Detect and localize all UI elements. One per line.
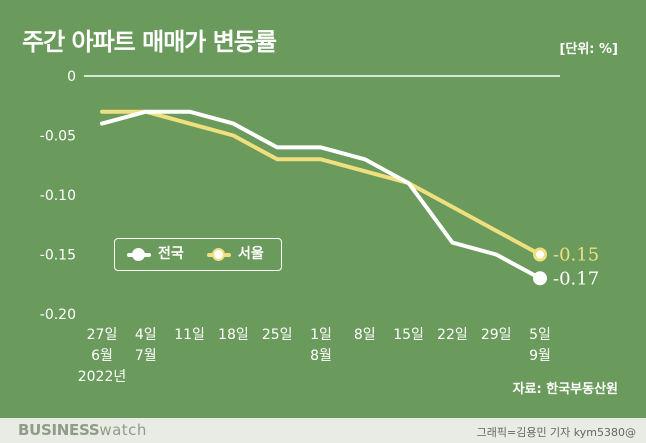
x-tick-label: 5일 bbox=[529, 327, 551, 343]
brand-logo-bold: BUSINESS bbox=[18, 421, 100, 439]
series-end-marker-national bbox=[533, 271, 547, 286]
x-tick-label: 15일 bbox=[393, 327, 424, 343]
data-label-seoul: -0.15 bbox=[553, 245, 599, 266]
x-tick-label: 18일 bbox=[218, 327, 249, 343]
source-note: 자료: 한국부동산원 bbox=[512, 382, 618, 397]
x-tick-label: 8일 bbox=[354, 327, 376, 343]
x-tick-label: 1일 bbox=[310, 327, 332, 343]
x-tick-label: 11일 bbox=[174, 327, 205, 343]
y-tick-label: 0 bbox=[67, 69, 76, 85]
y-tick-label: -0.15 bbox=[40, 248, 76, 264]
x-tick-label: 9월 bbox=[529, 348, 551, 364]
legend-marker-seoul bbox=[212, 248, 225, 261]
y-tick-label: -0.10 bbox=[40, 188, 76, 204]
data-label-national: -0.17 bbox=[553, 268, 599, 289]
footer-bar: BUSINESSwatch 그래픽=김용민 기자 kym5380@ bbox=[0, 418, 646, 443]
x-tick-label: 8월 bbox=[310, 348, 332, 364]
series-line-national bbox=[100, 109, 542, 281]
brand-logo: BUSINESSwatch bbox=[18, 421, 147, 439]
x-tick-label: 4일 bbox=[135, 327, 157, 343]
legend: 전국 서울 bbox=[114, 238, 282, 271]
unit-label: [단위: %] bbox=[559, 42, 618, 57]
x-tick-label: 29일 bbox=[481, 327, 512, 343]
series-end-marker-seoul bbox=[533, 247, 547, 262]
x-tick-label: 7월 bbox=[135, 348, 157, 364]
x-tick-label: 25일 bbox=[262, 327, 293, 343]
graphic-credit: 그래픽=김용민 기자 kym5380@ bbox=[476, 426, 636, 439]
legend-label-seoul: 서울 bbox=[238, 246, 264, 262]
x-tick-label: 27일 bbox=[87, 327, 118, 343]
x-tick-label: 6월 bbox=[91, 348, 113, 364]
x-tick-label: 22일 bbox=[437, 327, 468, 343]
series-line-seoul bbox=[100, 109, 542, 257]
y-tick-label: -0.20 bbox=[40, 307, 76, 323]
legend-label-national: 전국 bbox=[158, 246, 184, 262]
legend-marker-national bbox=[132, 248, 145, 261]
brand-logo-light: watch bbox=[99, 421, 147, 439]
x-tick-label: 2022년 bbox=[78, 369, 127, 385]
y-tick-label: -0.05 bbox=[40, 129, 76, 145]
chart-title: 주간 아파트 매매가 변동률 bbox=[22, 28, 277, 56]
